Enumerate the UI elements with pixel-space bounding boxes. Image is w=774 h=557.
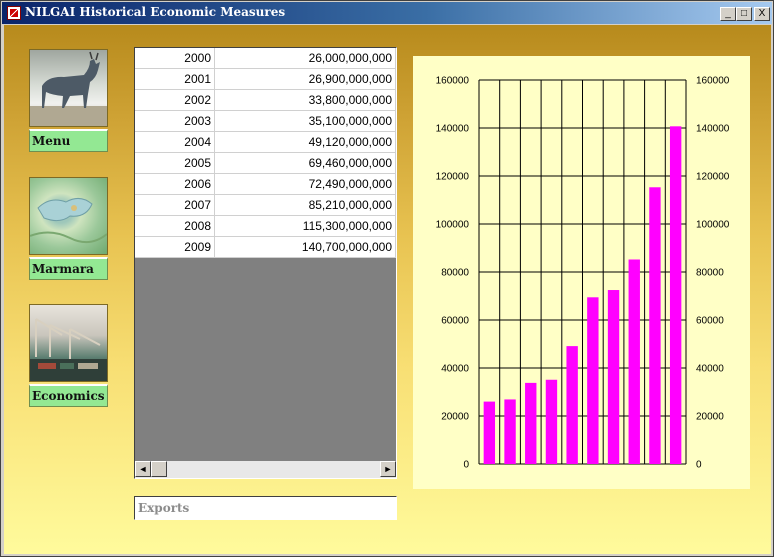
data-table: 2000 26,000,000,000 2001 26,900,000,000 2002… [135,48,396,258]
year-cell[interactable]: 2006 [135,173,215,195]
y-tick-label-left: 140000 [436,124,470,135]
value-cell[interactable]: 35,100,000,000 [214,110,396,132]
y-tick-label-right: 20000 [696,412,724,423]
scroll-right-arrow-icon[interactable]: ► [380,461,396,477]
y-tick-label-right: 0 [696,460,702,471]
table-row[interactable]: 2002 33,800,000,000 [135,89,396,111]
value-cell[interactable]: 140,700,000,000 [214,236,396,258]
minimize-button[interactable]: _ [720,7,736,21]
data-grid[interactable]: 2000 26,000,000,000 2001 26,900,000,000 2002… [134,47,397,479]
y-tick-label-right: 60000 [696,316,724,327]
y-tick-label-left: 160000 [436,76,470,87]
value-cell[interactable]: 115,300,000,000 [214,215,396,237]
map-icon [30,198,107,244]
table-row[interactable]: 2007 85,210,000,000 [135,194,396,216]
value-cell[interactable]: 33,800,000,000 [214,89,396,111]
bar-2002 [525,382,537,464]
table-row[interactable]: 2009 140,700,000,000 [135,236,396,258]
close-button[interactable]: X [754,7,770,21]
bar-chart: 0 0 20000 20000 40000 40000 60000 60000 80000 800… [436,76,730,471]
y-tick-label-left: 20000 [441,412,469,423]
marmara-map-tile[interactable] [29,177,108,255]
year-cell[interactable]: 2004 [135,131,215,153]
scroll-left-arrow-icon[interactable]: ◄ [135,461,151,477]
year-cell[interactable]: 2008 [135,215,215,237]
horizontal-scrollbar[interactable]: ◄ ► [135,461,396,478]
bar-2001 [504,399,516,464]
port-cranes-icon [30,318,107,381]
value-cell[interactable]: 26,000,000,000 [214,48,396,69]
nav-menu-button[interactable]: Menu [29,129,108,152]
y-tick-label-left: 100000 [436,220,470,231]
y-tick-label-right: 120000 [696,172,730,183]
table-row[interactable]: 2000 26,000,000,000 [135,48,396,69]
bar-2003 [545,379,558,464]
year-cell[interactable]: 2002 [135,89,215,111]
y-tick-label-right: 140000 [696,124,730,135]
bar-2009 [669,126,682,464]
year-cell[interactable]: 2009 [135,236,215,258]
bar-2004 [566,346,578,464]
y-tick-label-left: 0 [463,460,469,471]
year-cell[interactable]: 2001 [135,68,215,90]
table-row[interactable]: 2005 69,460,000,000 [135,152,396,174]
bar-2007 [628,259,640,464]
table-row[interactable]: 2001 26,900,000,000 [135,68,396,90]
y-tick-label-left: 80000 [441,268,469,279]
bar-2000 [483,401,496,464]
value-cell[interactable]: 85,210,000,000 [214,194,396,216]
y-tick-label-left: 40000 [441,364,469,375]
bar-2006 [607,290,620,464]
maximize-button[interactable]: □ [736,7,752,21]
nilgai-image-tile[interactable] [29,49,108,127]
client-area: Menu Marmara Economics 2000 26,000,000,00… [4,25,771,554]
year-cell[interactable]: 2005 [135,152,215,174]
nav-marmara-button[interactable]: Marmara [29,257,108,280]
table-row[interactable]: 2006 72,490,000,000 [135,173,396,195]
table-row[interactable]: 2003 35,100,000,000 [135,110,396,132]
value-cell[interactable]: 26,900,000,000 [214,68,396,90]
y-tick-label-right: 160000 [696,76,730,87]
year-cell[interactable]: 2007 [135,194,215,216]
bar-2008 [649,187,661,464]
app-icon[interactable] [7,6,21,20]
value-cell[interactable]: 72,490,000,000 [214,173,396,195]
value-cell[interactable]: 49,120,000,000 [214,131,396,153]
nilgai-icon [30,51,107,126]
table-row[interactable]: 2004 49,120,000,000 [135,131,396,153]
nav-economics-button[interactable]: Economics [29,384,108,407]
y-tick-label-right: 100000 [696,220,730,231]
scrollbar-thumb[interactable] [151,461,167,477]
chart-panel: 0 0 20000 20000 40000 40000 60000 60000 80000 800… [413,56,750,489]
table-row[interactable]: 2008 115,300,000,000 [135,215,396,237]
value-cell[interactable]: 69,460,000,000 [214,152,396,174]
title-bar[interactable]: NILGAI Historical Economic Measures _ □ … [2,2,772,24]
window-title: NILGAI Historical Economic Measures [25,5,286,19]
year-cell[interactable]: 2000 [135,48,215,69]
bar-2005 [587,297,599,464]
y-tick-label-left: 60000 [441,316,469,327]
y-tick-label-right: 80000 [696,268,724,279]
y-tick-label-right: 40000 [696,364,724,375]
year-cell[interactable]: 2003 [135,110,215,132]
measure-field[interactable]: Exports [134,496,397,520]
y-tick-label-left: 120000 [436,172,470,183]
port-image-tile[interactable] [29,304,108,382]
